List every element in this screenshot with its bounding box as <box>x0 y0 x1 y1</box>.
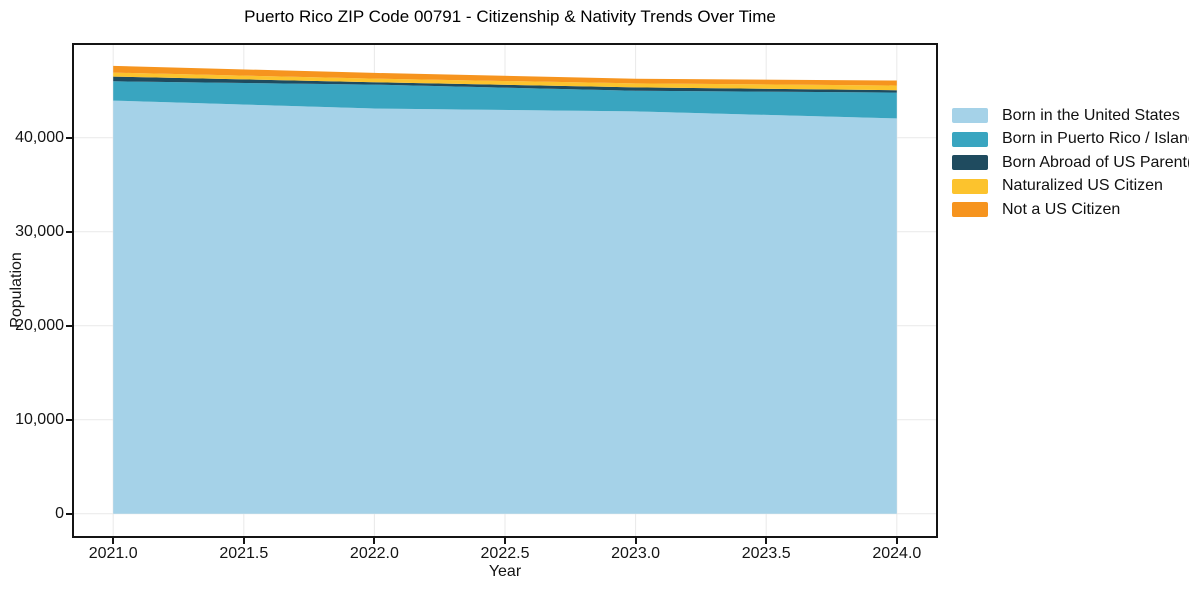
legend-label: Born in the United States <box>1002 106 1180 124</box>
area-series <box>113 100 897 514</box>
x-tick-label: 2022.0 <box>349 545 399 562</box>
y-tick-mark <box>66 136 72 139</box>
x-tick-mark <box>504 538 506 544</box>
legend: Born in the United States Born in Puerto … <box>952 104 1189 222</box>
plot-area <box>72 43 938 538</box>
x-tick-label: 2024.0 <box>872 545 922 562</box>
chart-title: Puerto Rico ZIP Code 00791 - Citizenship… <box>244 7 776 26</box>
y-tick-mark <box>66 230 72 233</box>
y-tick-label: 0 <box>55 504 64 522</box>
legend-swatch-icon <box>952 108 988 124</box>
legend-label: Born in Puerto Rico / Islands <box>1002 130 1189 148</box>
x-tick-label: 2021.0 <box>88 545 138 562</box>
x-tick-label: 2023.5 <box>741 545 791 562</box>
y-tick-label: 10,000 <box>15 410 64 428</box>
legend-swatch-icon <box>952 131 988 147</box>
legend-swatch-icon <box>952 155 988 171</box>
y-tick-label: 20,000 <box>15 316 64 334</box>
x-tick-label: 2021.5 <box>219 545 269 562</box>
x-tick-label: 2023.0 <box>611 545 661 562</box>
x-tick-mark <box>112 538 115 544</box>
x-tick-mark <box>765 538 768 544</box>
y-tick-label: 30,000 <box>15 222 64 240</box>
area-series <box>113 72 897 91</box>
area-chart-svg <box>74 45 936 536</box>
y-tick-label: 40,000 <box>15 128 64 146</box>
legend-item: Born in Puerto Rico / Islands <box>952 128 1189 152</box>
x-tick-label: 2022.5 <box>480 545 530 562</box>
area-series <box>113 76 897 93</box>
legend-item: Born in the United States <box>952 104 1189 128</box>
y-tick-mark <box>66 512 72 515</box>
legend-label: Not a US Citizen <box>1002 200 1121 218</box>
legend-label: Naturalized US Citizen <box>1002 177 1163 195</box>
area-series <box>113 81 897 119</box>
legend-swatch-icon <box>952 178 988 194</box>
legend-item: Not a US Citizen <box>952 198 1189 222</box>
legend-label: Born Abroad of US Parent(s) <box>1002 153 1189 171</box>
y-tick-mark <box>66 324 72 327</box>
x-tick-mark <box>242 538 245 544</box>
x-tick-mark <box>373 538 376 544</box>
y-tick-mark <box>66 418 72 421</box>
legend-item: Naturalized US Citizen <box>952 175 1189 199</box>
legend-item: Born Abroad of US Parent(s) <box>952 151 1189 175</box>
area-series <box>113 65 897 86</box>
x-tick-mark <box>634 538 637 544</box>
x-axis-label: Year <box>488 563 522 580</box>
legend-swatch-icon <box>952 202 988 218</box>
x-tick-mark <box>895 538 898 544</box>
